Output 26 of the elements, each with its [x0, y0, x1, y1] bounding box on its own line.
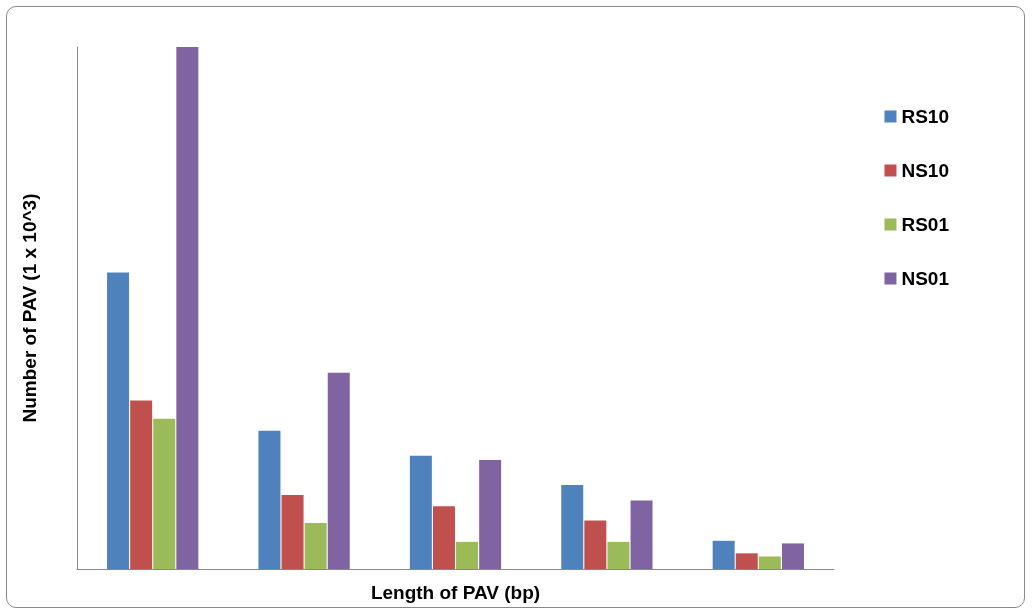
- bar: [258, 430, 281, 569]
- bar: [153, 418, 176, 569]
- bar: [479, 459, 502, 569]
- bar: [432, 506, 455, 569]
- legend-label: NS01: [901, 268, 950, 289]
- legend-label: RS10: [901, 106, 949, 127]
- bar: [304, 523, 327, 569]
- bar: [281, 494, 304, 569]
- bar: [456, 541, 479, 569]
- y-axis-title: Number of PAV (1 x 10^3): [19, 193, 40, 423]
- bar: [107, 272, 130, 569]
- bar: [607, 541, 630, 569]
- bar: [176, 47, 199, 569]
- bar: [781, 543, 804, 569]
- bar: [584, 520, 607, 569]
- bar: [561, 484, 584, 569]
- bar: [327, 372, 350, 569]
- bar: [630, 500, 653, 569]
- legend-label: NS10: [901, 160, 949, 181]
- bar: [712, 540, 735, 569]
- x-axis-title: Length of PAV (bp): [370, 582, 541, 603]
- bar: [758, 556, 781, 569]
- bar: [130, 400, 153, 569]
- legend-label: RS01: [901, 214, 950, 235]
- bar: [735, 553, 758, 569]
- bar: [409, 455, 432, 569]
